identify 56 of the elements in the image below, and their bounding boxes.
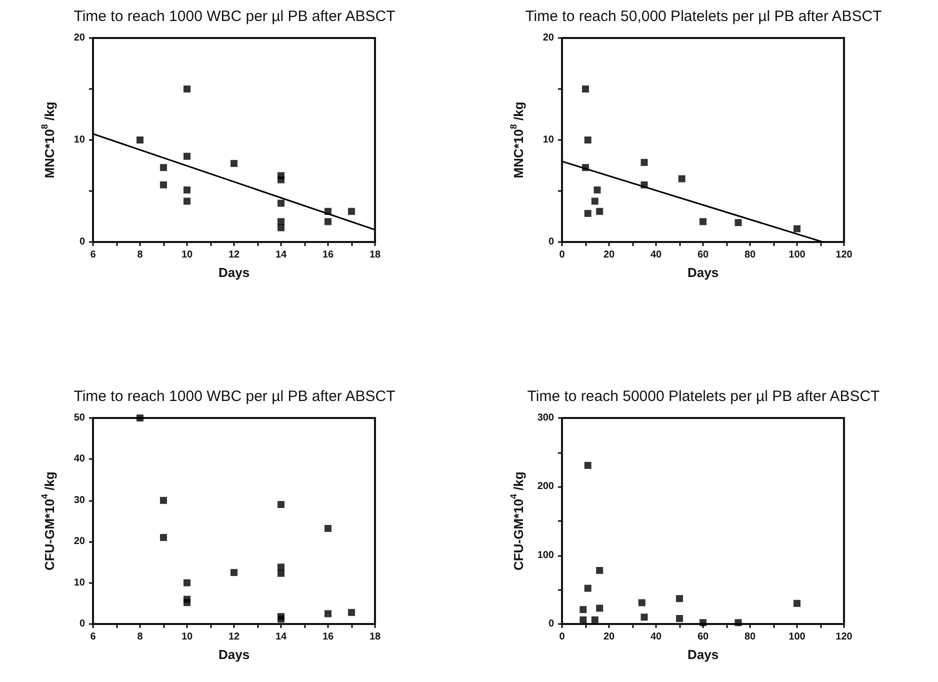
y-tick-label: 300 bbox=[537, 412, 554, 424]
x-tick-label: 8 bbox=[137, 250, 144, 260]
x-tick-label: 20 bbox=[603, 632, 615, 642]
chart-title: Time to reach 1000 WBC per µl PB after ABSCT bbox=[74, 8, 396, 25]
x-tick-label: 0 bbox=[559, 250, 566, 260]
y-tick-label: 20 bbox=[74, 32, 86, 44]
y-axis-title: MNC*108 /kg bbox=[508, 102, 526, 178]
x-axis-title: Days bbox=[218, 265, 250, 280]
y-tick-label: 0 bbox=[548, 236, 554, 248]
x-tick-label: 12 bbox=[228, 632, 240, 642]
x-tick-label: 10 bbox=[181, 632, 193, 642]
x-tick-label: 6 bbox=[90, 632, 96, 642]
x-axis-title: Days bbox=[218, 647, 250, 662]
x-tick-label: 8 bbox=[137, 632, 144, 642]
chart-title: Time to reach 50,000 Platelets per µl PB after ABSCT bbox=[525, 8, 882, 25]
chart-title: Time to reach 1000 WBC per µl PB after ABSCT bbox=[74, 388, 396, 405]
y-tick-label: 0 bbox=[548, 618, 554, 630]
y-tick-label: 10 bbox=[74, 577, 86, 588]
x-axis-title: Days bbox=[687, 265, 719, 280]
x-tick-label: 120 bbox=[836, 250, 853, 260]
x-tick-label: 16 bbox=[322, 632, 334, 642]
y-tick-label: 20 bbox=[74, 536, 86, 548]
x-tick-label: 12 bbox=[228, 250, 240, 260]
y-tick-label: 40 bbox=[74, 454, 86, 465]
x-tick-label: 60 bbox=[697, 632, 709, 642]
x-axis-title: Days bbox=[687, 647, 719, 662]
y-tick-label: 0 bbox=[79, 618, 86, 630]
x-tick-label: 80 bbox=[744, 250, 756, 260]
y-tick-label: 10 bbox=[542, 134, 554, 146]
x-tick-label: 100 bbox=[788, 250, 806, 260]
x-tick-label: 100 bbox=[788, 632, 806, 642]
x-tick-label: 40 bbox=[650, 250, 662, 260]
x-tick-label: 16 bbox=[322, 250, 334, 260]
x-tick-label: 10 bbox=[181, 250, 193, 260]
y-axis-title: CFU-GM*104 /kg bbox=[508, 471, 526, 570]
x-tick-label: 80 bbox=[744, 632, 756, 642]
x-tick-label: 20 bbox=[603, 250, 615, 260]
x-tick-label: 14 bbox=[275, 250, 287, 260]
x-tick-label: 60 bbox=[697, 250, 709, 260]
y-tick-label: 20 bbox=[542, 32, 554, 44]
y-axis-title: MNC*108 /kg bbox=[40, 102, 57, 178]
x-tick-label: 6 bbox=[90, 250, 96, 260]
x-tick-label: 120 bbox=[836, 632, 853, 642]
y-tick-label: 0 bbox=[79, 236, 86, 248]
x-tick-label: 18 bbox=[369, 250, 381, 260]
y-tick-label: 100 bbox=[537, 550, 554, 561]
y-axis-title: CFU-GM*104 /kg bbox=[40, 471, 57, 570]
y-tick-label: 50 bbox=[74, 412, 86, 424]
y-tick-label: 30 bbox=[74, 494, 86, 506]
x-tick-label: 0 bbox=[559, 632, 566, 642]
y-tick-label: 10 bbox=[74, 134, 86, 146]
x-tick-label: 40 bbox=[650, 632, 662, 642]
chart-title: Time to reach 50000 Platelets per µl PB after ABSCT bbox=[527, 388, 880, 405]
y-tick-label: 200 bbox=[537, 481, 554, 492]
x-tick-label: 18 bbox=[369, 632, 381, 642]
x-tick-label: 14 bbox=[275, 632, 287, 642]
